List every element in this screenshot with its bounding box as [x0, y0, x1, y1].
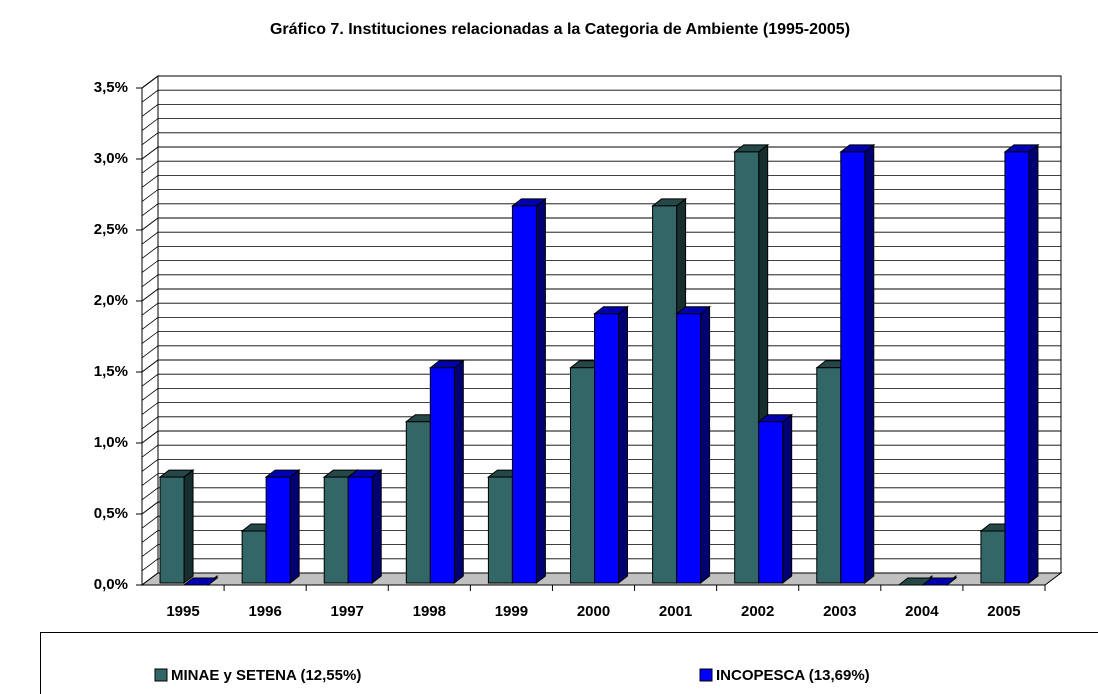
- bar-side: [864, 143, 875, 585]
- bar-front: [487, 476, 513, 584]
- bar-front: [758, 421, 784, 584]
- x-tick-label: 1996: [248, 603, 281, 620]
- x-tick-label: 1999: [495, 603, 528, 620]
- bar-top: [921, 577, 958, 586]
- bar: [839, 143, 876, 585]
- legend-swatch: [154, 668, 168, 682]
- x-tick-label: 2005: [987, 603, 1020, 620]
- x-tick-label: 1997: [331, 603, 364, 620]
- bar: [158, 469, 195, 585]
- bar-front: [429, 367, 455, 584]
- x-tick-label: 2002: [741, 603, 774, 620]
- bar-front: [323, 476, 349, 584]
- bar-front: [265, 476, 291, 584]
- bar-front: [676, 313, 702, 584]
- bar-side: [535, 197, 546, 585]
- x-tick-label: 2000: [577, 603, 610, 620]
- bar: [675, 305, 712, 585]
- bar-side: [1028, 143, 1039, 585]
- left-wall: [141, 75, 159, 586]
- x-tick-label: 2003: [823, 603, 856, 620]
- bar-side: [618, 305, 628, 585]
- minor-grid-line: [141, 89, 1061, 103]
- bar-front: [159, 476, 185, 584]
- bar: [264, 469, 301, 585]
- minor-grid-line: [141, 118, 1061, 131]
- bar-front: [511, 205, 537, 584]
- y-tick-label: 1,5%: [94, 363, 128, 380]
- bar-front: [405, 421, 431, 584]
- y-tick-label: 2,0%: [94, 292, 128, 309]
- bar-side: [183, 469, 194, 585]
- bar-top: [182, 577, 219, 586]
- y-tick-label: 1,0%: [94, 434, 128, 451]
- bar-side: [782, 413, 793, 585]
- y-tick-label: 3,0%: [94, 150, 128, 167]
- bar-side: [289, 469, 300, 585]
- bar-front: [840, 151, 866, 584]
- bar-front: [816, 367, 842, 584]
- bar-front: [1004, 151, 1030, 584]
- bar-front: [241, 530, 267, 584]
- y-tick-label: 3,5%: [94, 79, 128, 96]
- bar: [593, 305, 629, 585]
- bar-front: [594, 313, 619, 584]
- y-tick-label: 0,0%: [94, 576, 128, 593]
- x-tick-label: 1995: [166, 603, 199, 620]
- bar-front: [652, 205, 678, 584]
- bar-front: [570, 367, 595, 584]
- bar-side: [453, 359, 464, 585]
- chart-title: Gráfico 7. Instituciones relacionadas a …: [270, 21, 850, 38]
- bar-side: [700, 305, 711, 585]
- minor-grid-line: [141, 132, 1061, 146]
- bar: [182, 574, 219, 587]
- bar-front: [734, 151, 760, 584]
- bar: [757, 413, 794, 585]
- legend-label: MINAE y SETENA (12,55%): [171, 667, 361, 684]
- grid-line: [141, 75, 1061, 89]
- minor-grid-line: [141, 104, 1061, 117]
- bar: [428, 359, 465, 585]
- y-tick-label: 2,5%: [94, 221, 128, 238]
- bar-side: [371, 469, 382, 585]
- bar: [1003, 143, 1040, 585]
- legend-swatch: [699, 668, 713, 682]
- bar-front: [980, 530, 1006, 584]
- bar: [510, 197, 547, 585]
- x-tick-label: 2001: [659, 603, 692, 620]
- bar: [921, 574, 958, 587]
- legend-label: INCOPESCA (13,69%): [716, 667, 870, 684]
- legend-box: [40, 632, 1098, 694]
- bar: [346, 469, 383, 585]
- bar-front: [347, 476, 373, 584]
- x-tick-label: 1998: [413, 603, 446, 620]
- x-tick-label: 2004: [905, 603, 939, 620]
- y-tick-label: 0,5%: [94, 505, 128, 522]
